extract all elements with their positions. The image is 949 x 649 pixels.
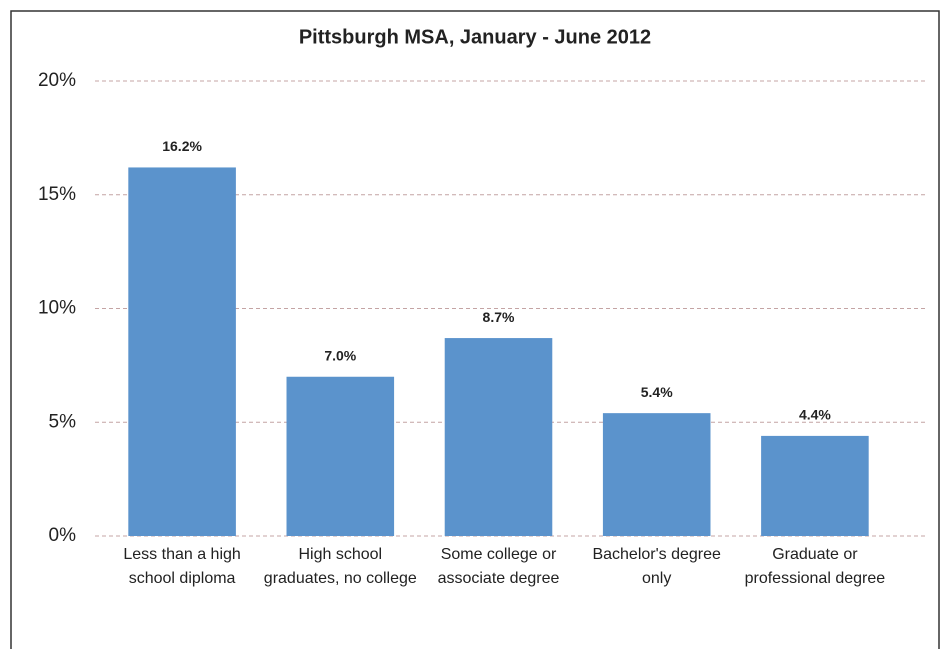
frame: [10, 10, 940, 649]
bar: [286, 376, 395, 536]
y-tick-label: 5%: [49, 411, 77, 432]
y-tick-label: 10%: [38, 298, 76, 319]
bar: [602, 413, 711, 536]
x-tick-label: Some college or associate degree: [437, 546, 560, 587]
x-tick-label: Bachelor's degree only: [592, 546, 721, 587]
bar: [444, 338, 553, 536]
bar: [761, 435, 869, 536]
x-tick-label: Graduate or professional degree: [744, 546, 886, 587]
data-label: 7.0%: [324, 347, 356, 363]
y-tick-label: 15%: [38, 184, 76, 205]
chart-title: Pittsburgh MSA, January - June 2012: [299, 26, 651, 48]
bar: [128, 167, 236, 536]
data-label: 8.7%: [483, 309, 515, 325]
x-tick-label: High school graduates, no college: [263, 546, 417, 587]
x-tick-label: Less than a high school diploma: [123, 546, 241, 587]
data-label: 16.2%: [162, 138, 202, 154]
y-tick-label: 0%: [49, 525, 77, 546]
y-tick-label: 20%: [38, 70, 76, 91]
data-label: 5.4%: [641, 384, 673, 400]
data-label: 4.4%: [799, 407, 831, 423]
